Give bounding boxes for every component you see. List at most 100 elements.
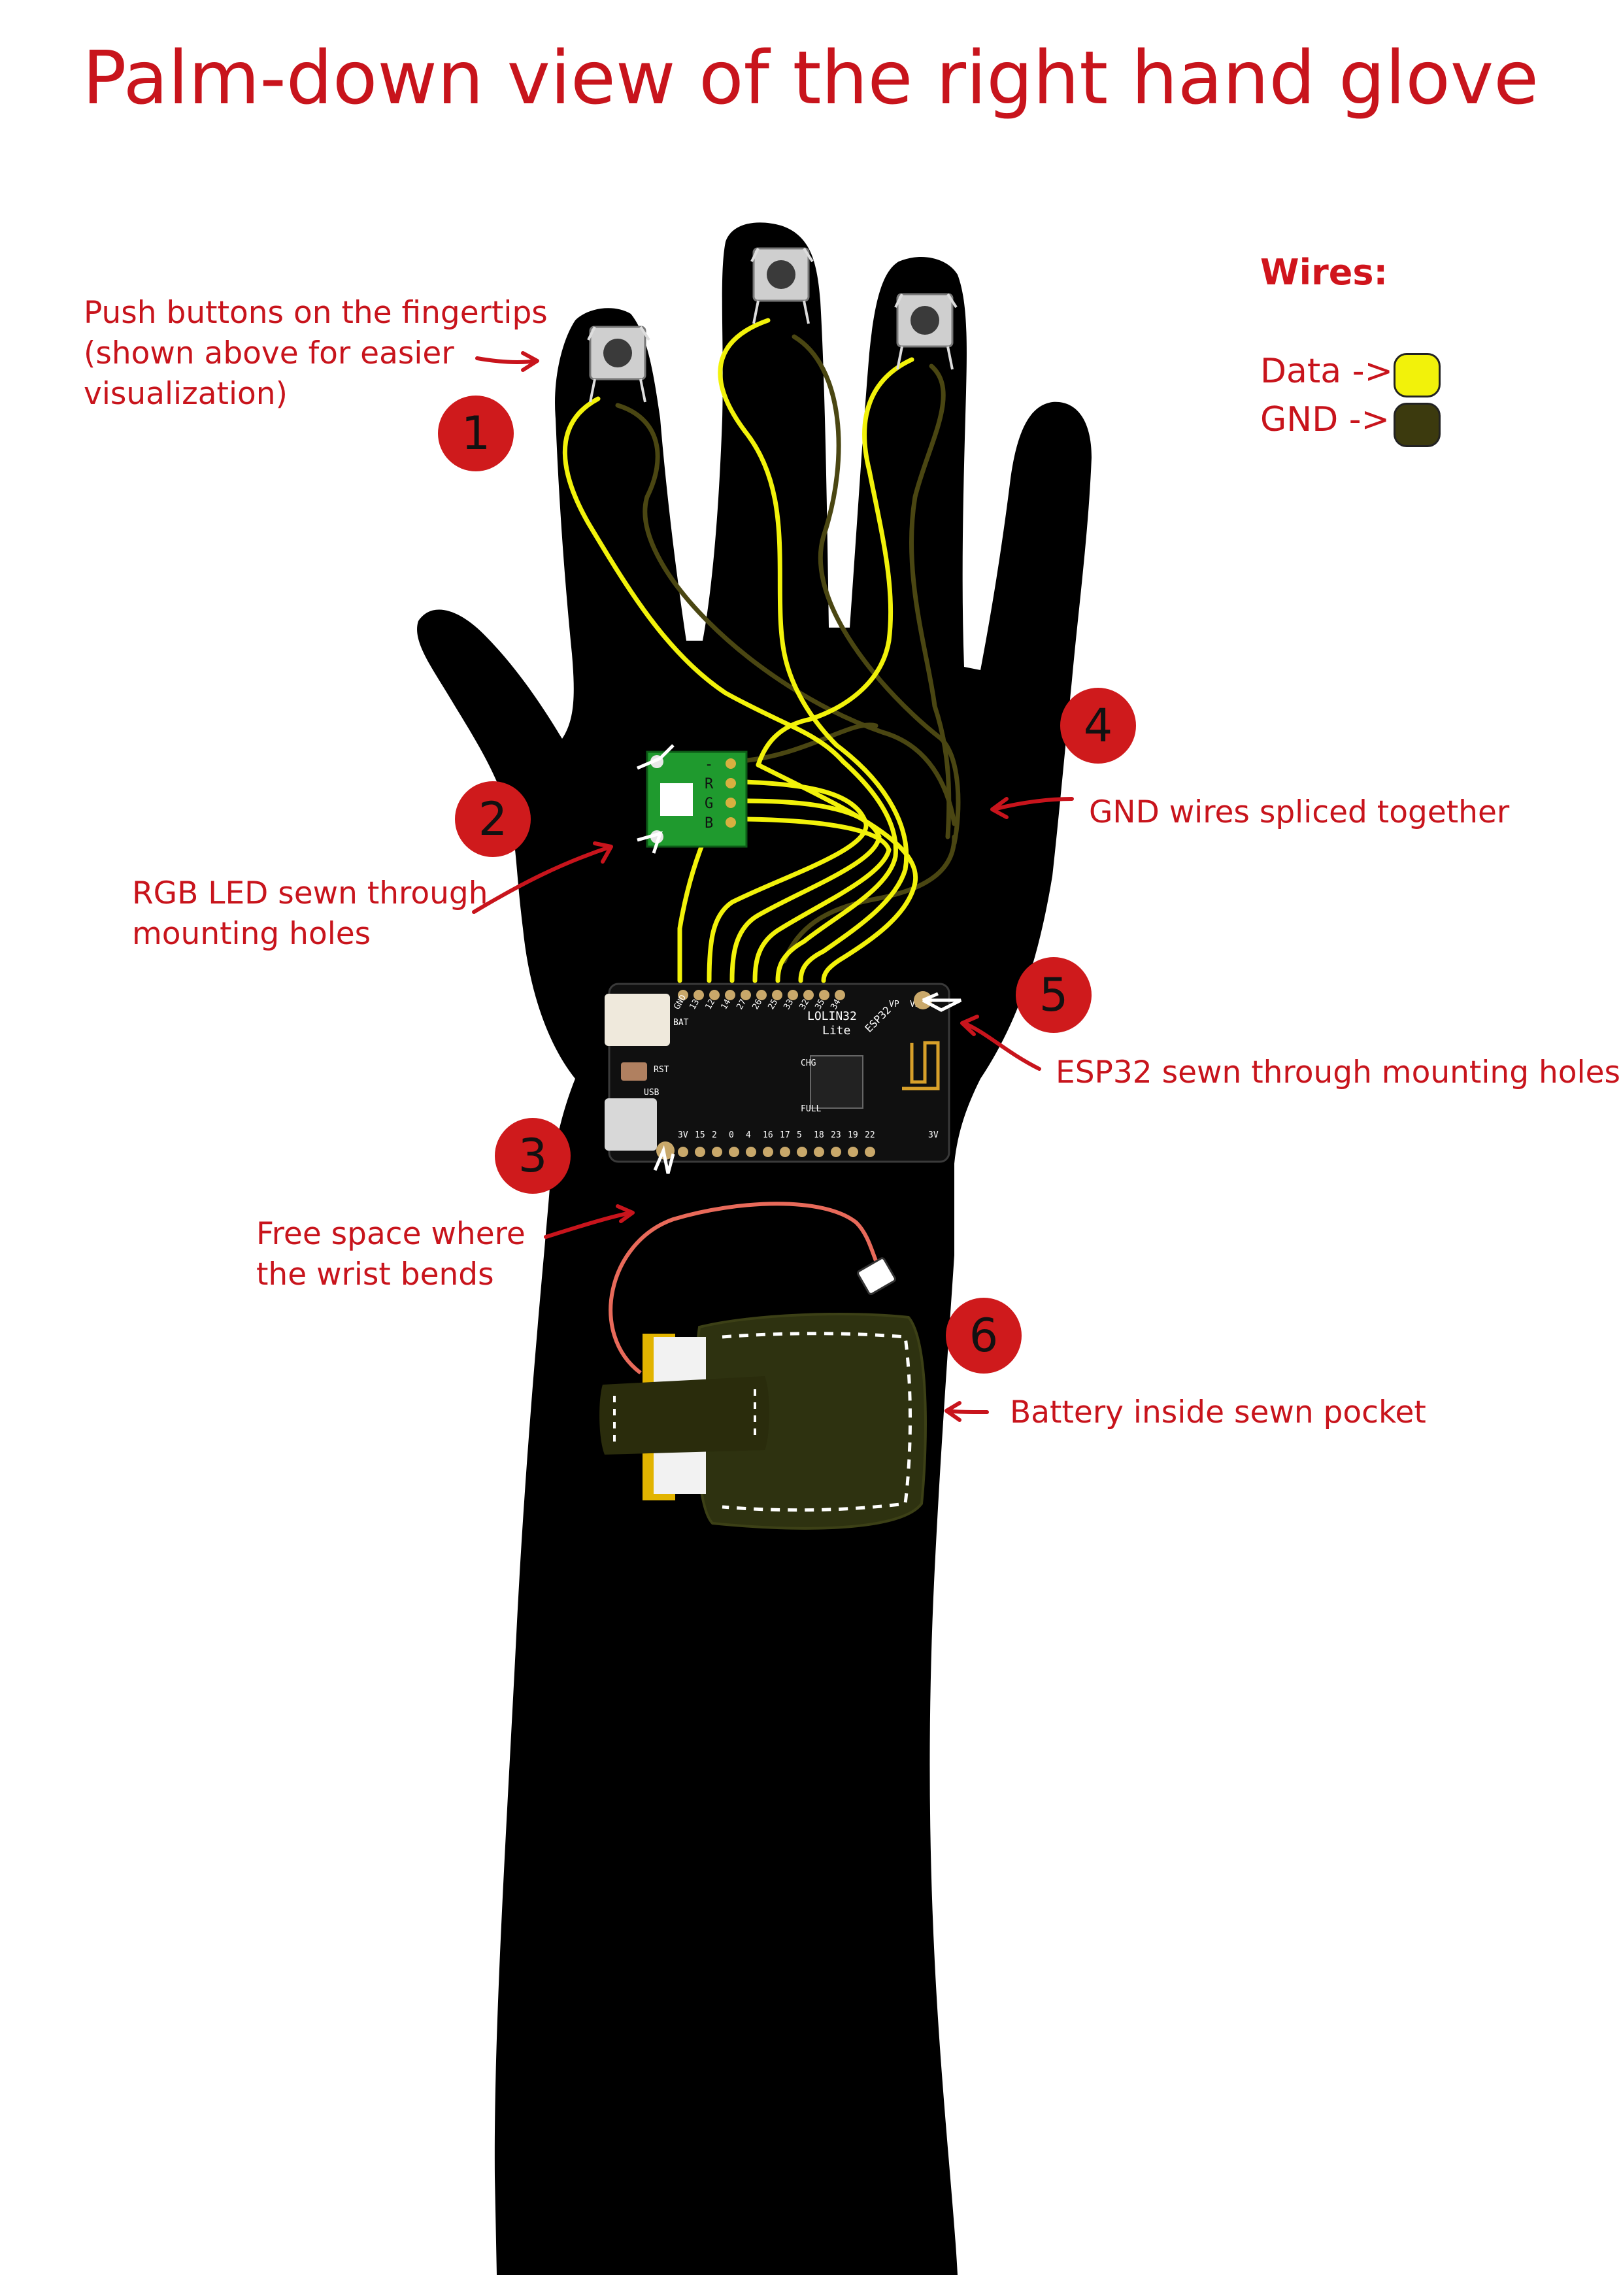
esp32-pin-label: 0 bbox=[729, 1130, 734, 1140]
esp32-pin-pad bbox=[814, 1147, 824, 1157]
badge-circle bbox=[455, 781, 531, 857]
data-wire bbox=[775, 759, 898, 983]
callout-label-2: RGB LED sewn through mounting holes bbox=[132, 875, 488, 952]
glove-silhouette bbox=[417, 222, 1092, 2275]
callout-arrow bbox=[990, 797, 1074, 819]
callout-badge-1: 1 bbox=[438, 396, 514, 471]
esp32-pin-label: 12 bbox=[703, 998, 717, 1011]
esp32-pin-pad bbox=[678, 1147, 688, 1157]
esp32-pcb bbox=[608, 983, 950, 1163]
esp32-pin-pad bbox=[848, 1147, 858, 1157]
esp32-pin-pad bbox=[780, 1147, 790, 1157]
reset-button bbox=[621, 1062, 647, 1081]
callout-label-1: Push buttons on the fingertips (shown ab… bbox=[84, 295, 548, 412]
callout-badge-6: 6 bbox=[946, 1298, 1022, 1374]
led-pin-label: B bbox=[705, 815, 713, 832]
badge-circle bbox=[946, 1298, 1022, 1374]
esp32-pin-label: 13 bbox=[688, 998, 701, 1011]
esp32-pin-label: 3V bbox=[678, 1130, 688, 1140]
battery-strap bbox=[599, 1376, 769, 1455]
esp32-pin-pad bbox=[678, 990, 688, 1000]
esp32-pin-label: 27 bbox=[735, 998, 748, 1011]
esp32-pin-label: 5 bbox=[797, 1130, 802, 1140]
badge-circle bbox=[1016, 957, 1092, 1033]
strap-stitching bbox=[613, 1389, 756, 1442]
data-wire bbox=[707, 779, 869, 983]
battery-connector bbox=[857, 1257, 896, 1295]
jst-battery-connector bbox=[605, 994, 670, 1046]
button-leg bbox=[587, 326, 650, 403]
callout-label-4: GND wires spliced together bbox=[1089, 794, 1510, 830]
badge-number: 3 bbox=[518, 1129, 548, 1183]
callout-label-6: Battery inside sewn pocket bbox=[1010, 1394, 1426, 1430]
badge-circle bbox=[438, 396, 514, 471]
data-wire bbox=[756, 357, 914, 768]
esp32-variant: Lite bbox=[822, 1024, 850, 1038]
esp32-pin-label: 18 bbox=[814, 1130, 824, 1140]
push-button-icon bbox=[750, 247, 814, 324]
esp32-pin-pad bbox=[712, 1147, 722, 1157]
badge-number: 4 bbox=[1084, 699, 1113, 752]
data-wire bbox=[756, 762, 918, 983]
led-pin-label: G bbox=[705, 796, 713, 812]
callout-label-5: ESP32 sewn through mounting holes bbox=[1056, 1055, 1620, 1090]
esp32-pin-pad bbox=[694, 990, 704, 1000]
esp32-silk-label: BAT bbox=[673, 1018, 689, 1028]
battery-pocket bbox=[599, 1202, 927, 1530]
esp32-pin-label: 16 bbox=[763, 1130, 773, 1140]
esp32-silk-label: CHG bbox=[801, 1058, 816, 1068]
badge-number: 5 bbox=[1039, 968, 1069, 1022]
push-button-icon bbox=[894, 293, 958, 370]
led-pin-label: R bbox=[705, 776, 714, 792]
esp32-silk-label: USB bbox=[644, 1088, 660, 1098]
esp32-silk-label: VP bbox=[889, 1000, 899, 1009]
gnd-wire bbox=[615, 403, 957, 826]
button-cap bbox=[767, 260, 795, 289]
legend-heading: Wires: bbox=[1260, 252, 1388, 293]
esp32-pin-label: 23 bbox=[831, 1130, 841, 1140]
legend-data-label: Data -> bbox=[1260, 352, 1394, 391]
button-leg bbox=[750, 247, 814, 324]
esp32-chip bbox=[810, 1055, 863, 1109]
gnd-wire bbox=[792, 334, 961, 846]
esp32-pin-pad bbox=[831, 1147, 841, 1157]
esp32-pin-pad bbox=[729, 1147, 739, 1157]
esp32-pin-pad bbox=[835, 990, 845, 1000]
data-wire bbox=[718, 318, 839, 748]
callout-arrows bbox=[472, 351, 1074, 1422]
legend-gnd-swatch bbox=[1394, 403, 1441, 447]
gnd-wire bbox=[782, 834, 957, 964]
callout-badge-5: 5 bbox=[1016, 957, 1092, 1033]
callout-badge-4: 4 bbox=[1060, 688, 1136, 764]
esp32-silk-label: FULL bbox=[801, 1104, 821, 1114]
usb-port bbox=[605, 1098, 657, 1151]
esp32-pin-pad bbox=[709, 990, 720, 1000]
esp32-pin-pad bbox=[725, 990, 735, 1000]
esp32-silk-label: RST bbox=[654, 1065, 669, 1075]
data-wire bbox=[798, 743, 909, 983]
esp32-pin-pad bbox=[772, 990, 782, 1000]
push-buttons bbox=[587, 247, 958, 403]
callout-arrow bbox=[944, 1401, 989, 1422]
callout-arrow bbox=[544, 1204, 635, 1239]
led-pin-pad bbox=[726, 817, 736, 828]
esp32-pin-label: 14 bbox=[719, 998, 733, 1011]
led-pin-pad bbox=[726, 758, 736, 769]
esp32-pin-label: 4 bbox=[746, 1130, 751, 1140]
page-title: Palm-down view of the right hand glove bbox=[82, 36, 1539, 121]
esp32-pin-label: 17 bbox=[780, 1130, 790, 1140]
callout-arrow bbox=[472, 841, 613, 914]
legend-gnd-label: GND -> bbox=[1260, 400, 1390, 439]
callout-badge-3: 3 bbox=[495, 1118, 571, 1194]
led-pin-pad bbox=[726, 798, 736, 808]
antenna-trace bbox=[902, 1041, 940, 1090]
esp32-pin-pad bbox=[695, 1147, 705, 1157]
button-cap bbox=[603, 339, 632, 367]
esp32-pin-pad bbox=[741, 990, 751, 1000]
esp32-stitch bbox=[653, 992, 962, 1174]
legend-data-swatch bbox=[1394, 353, 1441, 397]
push-button-icon bbox=[587, 326, 650, 403]
esp32-pin-pad bbox=[746, 1147, 756, 1157]
esp32-pin-label: 2 bbox=[712, 1130, 717, 1140]
